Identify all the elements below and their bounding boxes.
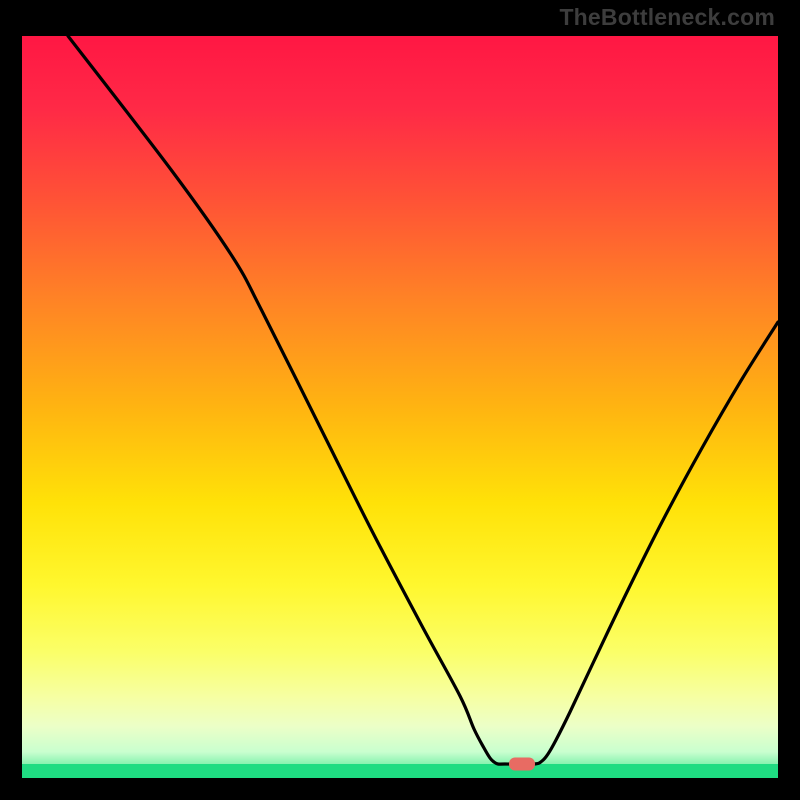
curve-path bbox=[68, 36, 778, 764]
optimum-marker bbox=[509, 758, 535, 771]
frame-border-right bbox=[778, 0, 800, 800]
plot-area bbox=[22, 36, 778, 778]
bottleneck-curve bbox=[22, 36, 778, 778]
watermark-text: TheBottleneck.com bbox=[559, 4, 775, 31]
chart-frame: TheBottleneck.com bbox=[0, 0, 800, 800]
frame-border-bottom bbox=[0, 778, 800, 800]
frame-border-left bbox=[0, 0, 22, 800]
